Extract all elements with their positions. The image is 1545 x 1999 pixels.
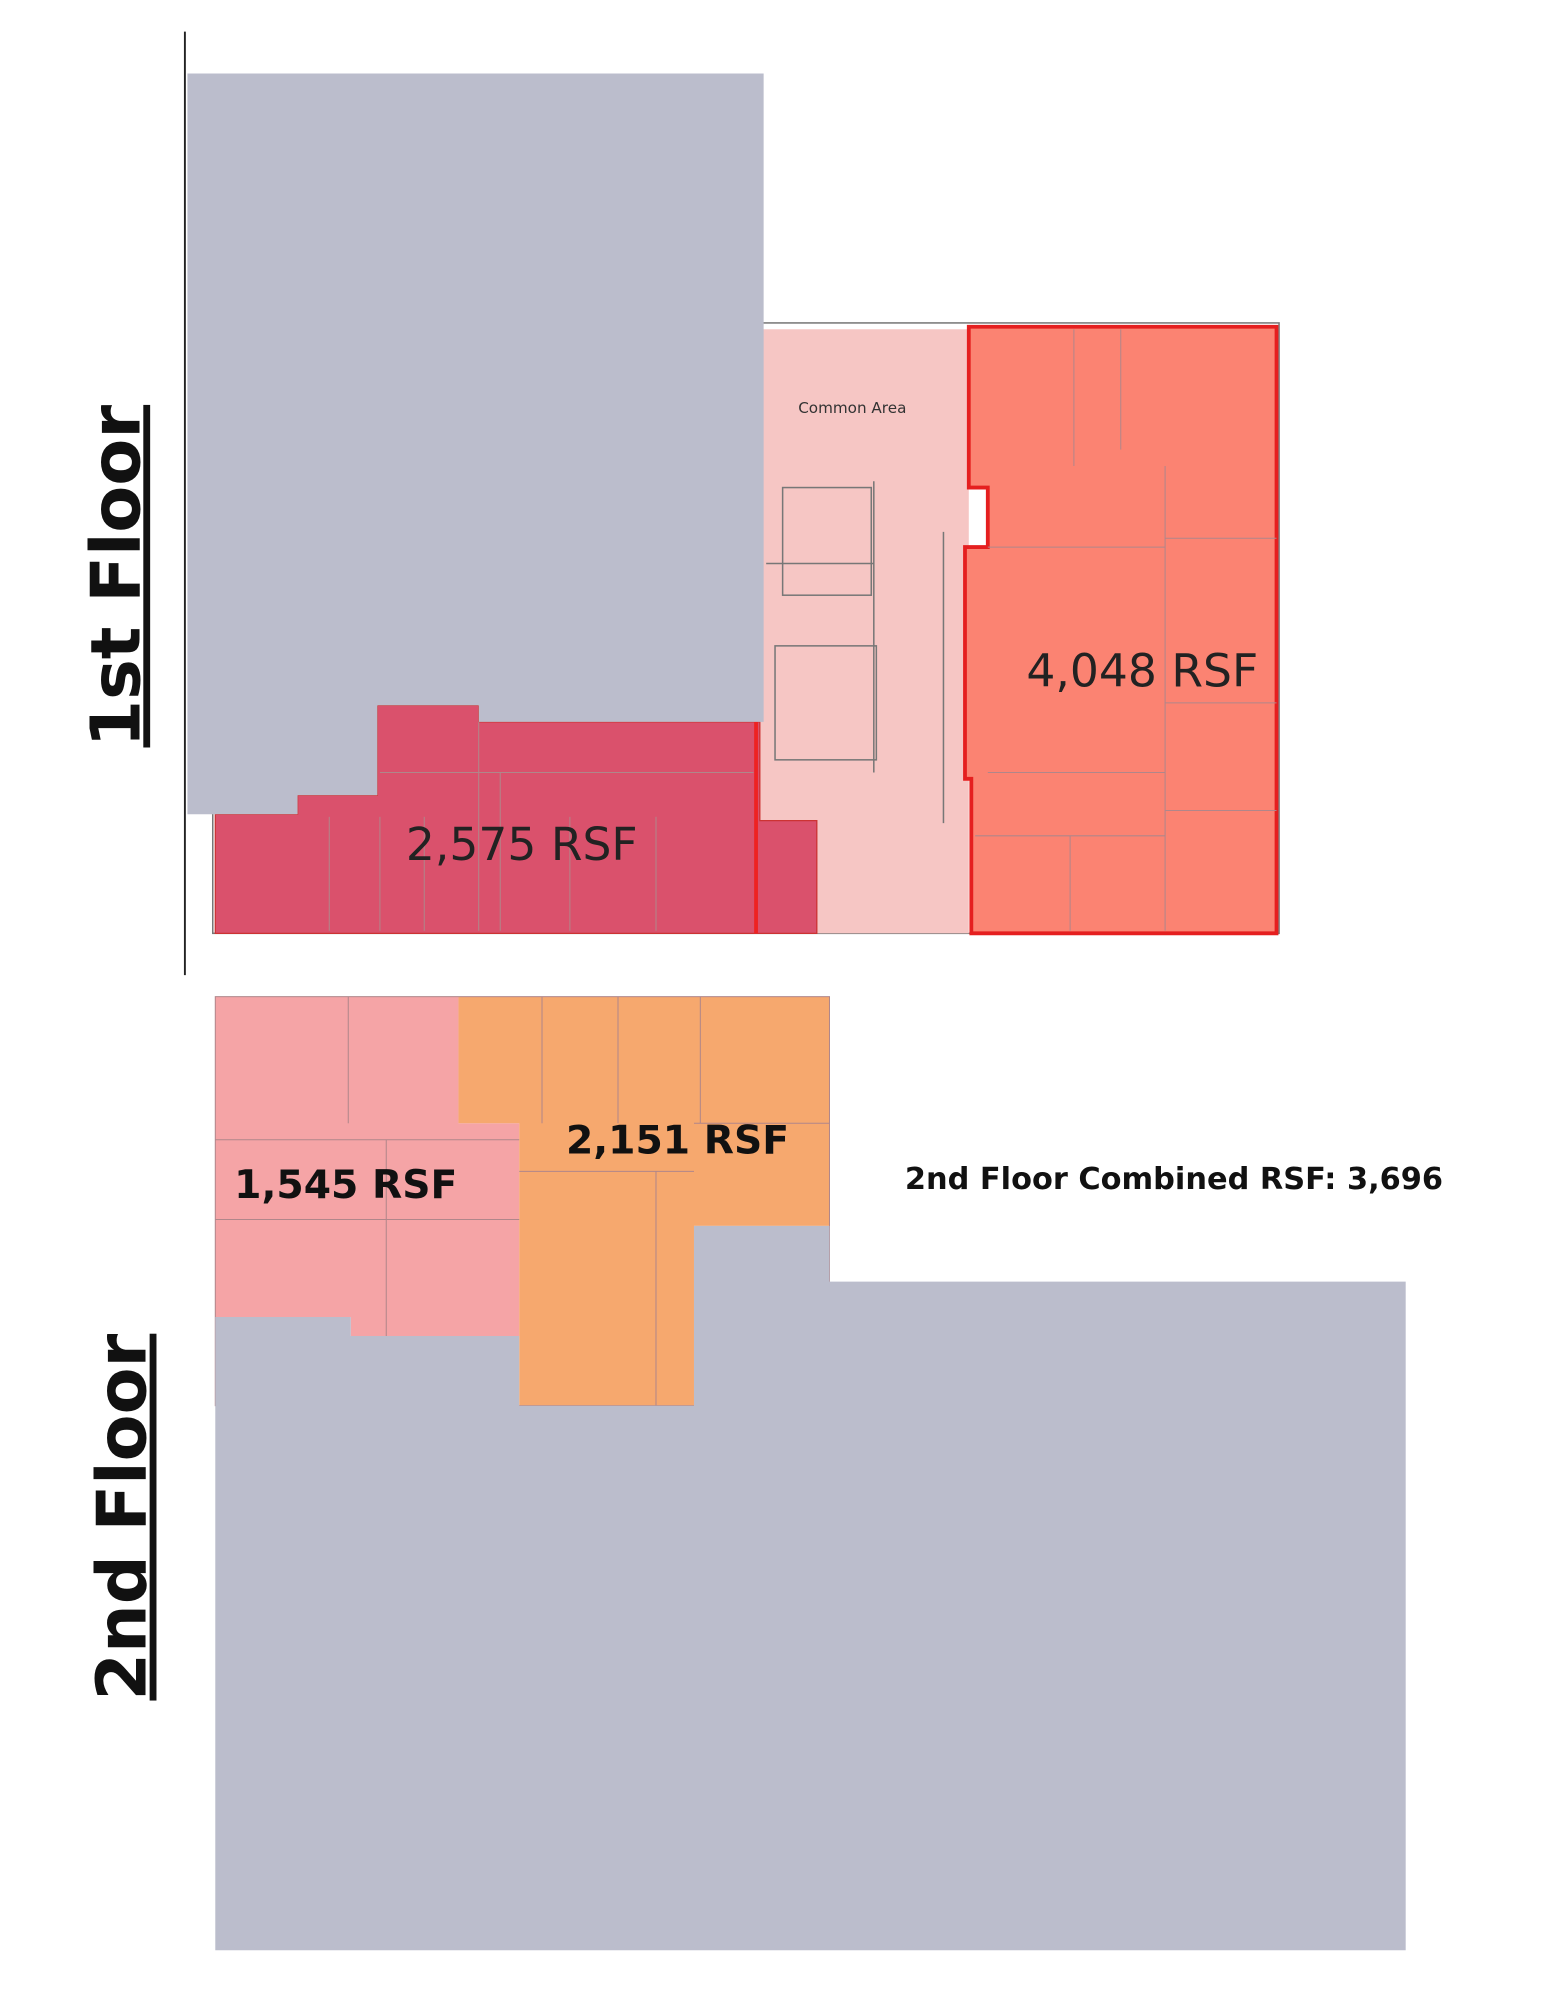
space-label: 1,545 RSF [234,1163,457,1208]
space-2151 [458,996,830,1406]
floor-label: 2nd Floor [84,1333,163,1700]
space-label: 2,575 RSF [406,818,638,871]
space-4048 [963,324,1279,936]
combined-rsf: 2nd Floor Combined RSF: 3,696 [905,1162,1443,1197]
interior-walls [766,481,945,824]
floor-label: 1st Floor [77,405,156,748]
suite-walls [975,329,1277,931]
redacted-area [187,73,764,815]
space-label: 2,151 RSF [566,1119,789,1164]
space-label: 4,048 RSF [1026,644,1258,697]
redacted-area [215,1225,1406,1951]
space-1545 [215,996,520,1337]
common-area-label: Common Area [798,399,906,417]
suite-walls [328,721,758,934]
